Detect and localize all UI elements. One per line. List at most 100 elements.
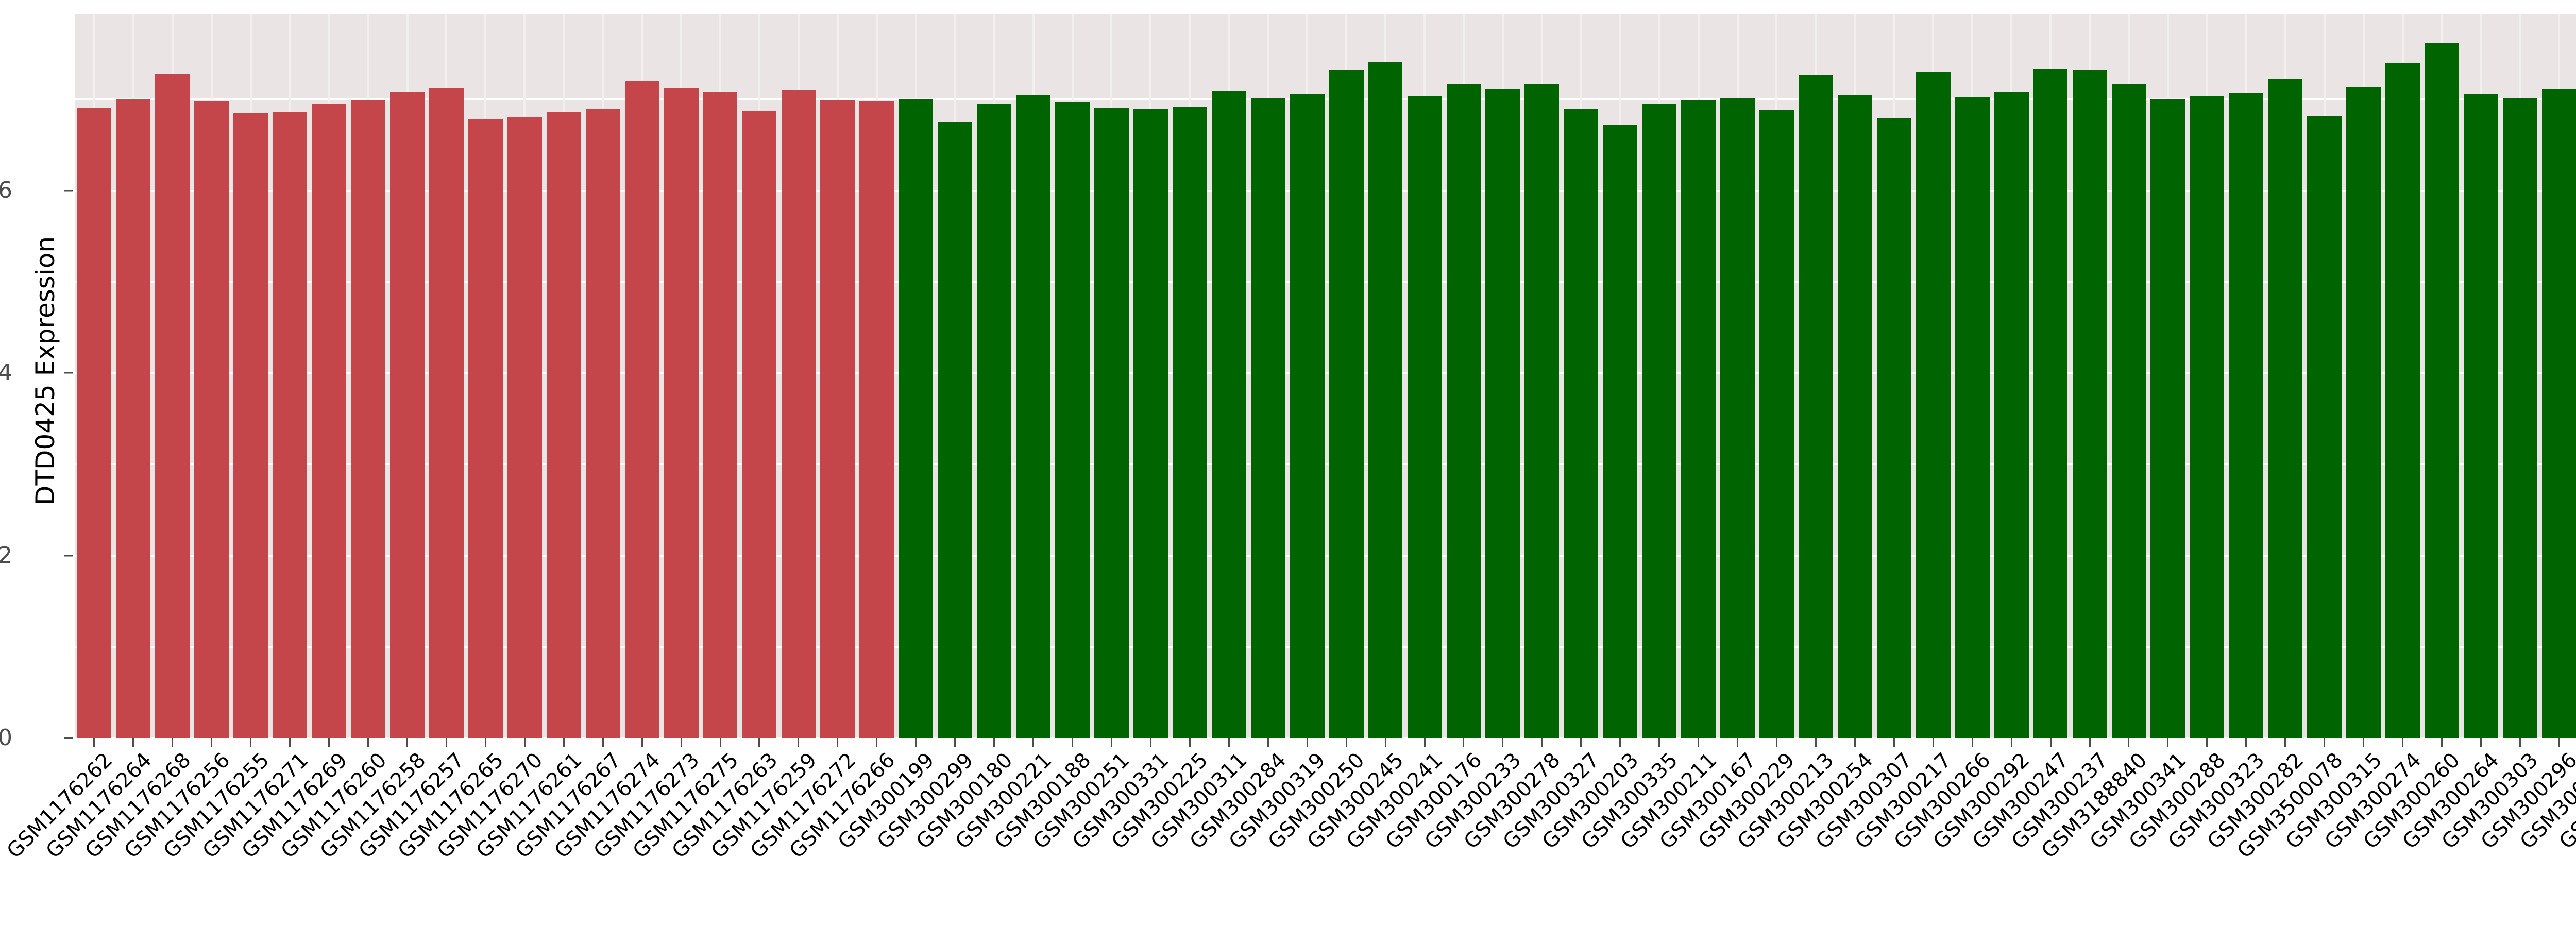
bar[interactable] [2268, 79, 2303, 738]
bar[interactable] [2307, 115, 2342, 738]
gridline-major [75, 189, 2576, 192]
bar[interactable] [1876, 118, 1911, 738]
x-tick-mark [915, 738, 917, 747]
bar-series [75, 14, 2576, 738]
bar[interactable] [742, 111, 777, 738]
bar[interactable] [1642, 104, 1677, 738]
gridline-minor [75, 281, 2576, 283]
x-tick-mark [2402, 738, 2404, 747]
x-tick-mark [1893, 738, 1895, 747]
x-tick-mark [445, 738, 447, 747]
bar[interactable] [938, 122, 973, 738]
bar[interactable] [468, 119, 503, 738]
bar[interactable] [1524, 83, 1560, 738]
x-tick-mark [172, 738, 174, 747]
y-tick-label: 2 [0, 542, 12, 569]
bar[interactable] [1994, 92, 2029, 738]
x-tick-mark [1463, 738, 1465, 747]
bar[interactable] [2502, 98, 2537, 738]
bar[interactable] [2150, 99, 2185, 738]
bar[interactable] [2229, 93, 2264, 738]
bar[interactable] [1720, 98, 1755, 738]
bar[interactable] [233, 113, 268, 738]
bar[interactable] [2111, 83, 2146, 738]
bar[interactable] [1681, 100, 1716, 738]
bar[interactable] [429, 87, 464, 738]
x-tick-mark [2363, 738, 2365, 747]
bar[interactable] [2033, 69, 2068, 738]
x-tick-mark [719, 738, 721, 747]
bar[interactable] [859, 101, 894, 738]
bar[interactable] [899, 99, 934, 738]
bar[interactable] [585, 108, 620, 738]
bar[interactable] [507, 117, 542, 738]
x-tick-mark [1306, 738, 1308, 747]
x-tick-mark [1345, 738, 1347, 747]
bar[interactable] [1603, 125, 1638, 738]
bar[interactable] [2464, 94, 2498, 738]
bar[interactable] [1916, 72, 1951, 738]
bar[interactable] [664, 87, 699, 738]
bar[interactable] [1290, 94, 1325, 738]
bar[interactable] [624, 81, 659, 738]
bar[interactable] [312, 104, 347, 738]
x-tick-mark [758, 738, 760, 747]
bar[interactable] [1016, 94, 1050, 738]
bar[interactable] [1564, 108, 1599, 738]
x-tick-mark [1032, 738, 1035, 747]
x-tick-mark [876, 738, 878, 747]
x-tick-mark [1189, 738, 1191, 747]
bar[interactable] [1094, 107, 1129, 738]
bar[interactable] [1211, 91, 1246, 738]
y-tick-mark [64, 555, 73, 557]
x-tick-mark [2128, 738, 2130, 747]
y-tick-label: 4 [0, 359, 12, 386]
bar[interactable] [155, 74, 190, 738]
bar[interactable] [1133, 108, 1168, 738]
x-tick-mark [1698, 738, 1700, 747]
bar[interactable] [351, 100, 385, 738]
bar[interactable] [1055, 102, 1090, 738]
x-tick-mark [1932, 738, 1934, 747]
x-tick-mark [1775, 738, 1777, 747]
x-tick-mark [798, 738, 800, 747]
bar[interactable] [1250, 98, 1285, 738]
bar[interactable] [2190, 96, 2225, 738]
bar[interactable] [390, 92, 425, 738]
bar[interactable] [1799, 74, 1833, 738]
bar[interactable] [1368, 62, 1403, 738]
bar[interactable] [77, 107, 112, 738]
x-tick-mark [1541, 738, 1543, 747]
bar[interactable] [2072, 70, 2107, 738]
bar[interactable] [1485, 88, 1520, 738]
bar[interactable] [1446, 84, 1481, 738]
x-tick-mark [484, 738, 486, 747]
bar[interactable] [703, 92, 738, 738]
bar[interactable] [194, 101, 229, 738]
bar[interactable] [273, 112, 308, 738]
bar[interactable] [546, 112, 581, 738]
bar[interactable] [1407, 95, 1442, 738]
x-tick-mark [2441, 738, 2443, 747]
plot-panel [75, 14, 2576, 738]
bar[interactable] [977, 104, 1012, 738]
bar[interactable] [1759, 110, 1794, 738]
x-tick-mark [1149, 738, 1151, 747]
x-tick-mark [2010, 738, 2012, 747]
bar[interactable] [781, 90, 816, 738]
bar[interactable] [1172, 106, 1207, 738]
bar[interactable] [2385, 62, 2420, 738]
x-tick-mark [250, 738, 252, 747]
bar[interactable] [116, 99, 151, 738]
bar[interactable] [1837, 94, 1872, 738]
gridline-minor [75, 463, 2576, 466]
bar[interactable] [1329, 70, 1364, 738]
x-tick-mark [1854, 738, 1856, 747]
x-tick-mark [993, 738, 995, 747]
bar[interactable] [820, 100, 855, 738]
bar[interactable] [2541, 88, 2576, 738]
bar[interactable] [2425, 42, 2459, 738]
gridline-major [75, 372, 2576, 375]
bar[interactable] [1955, 97, 1990, 738]
bar[interactable] [2346, 86, 2381, 738]
